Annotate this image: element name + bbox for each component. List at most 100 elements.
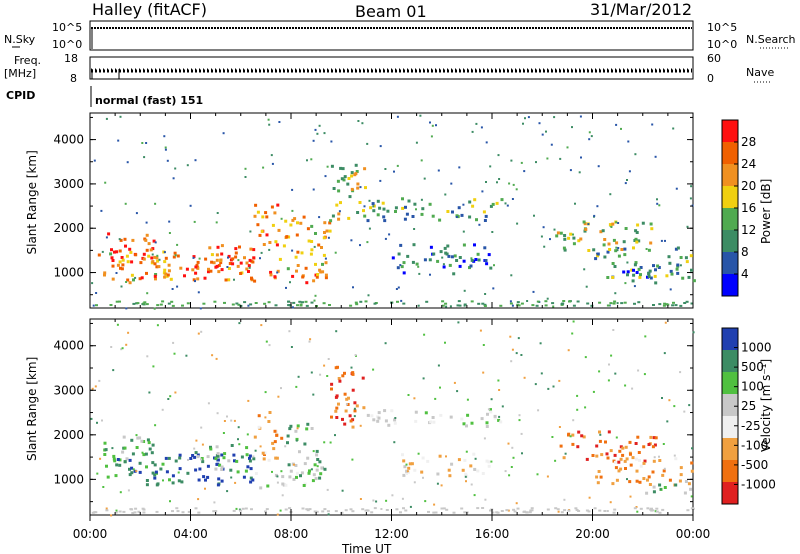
- echo-cell: [535, 304, 539, 307]
- echo-region: [391, 243, 493, 276]
- echo-cell: [310, 240, 314, 243]
- echo-cell: [637, 301, 641, 304]
- echo-cell: [185, 354, 188, 357]
- colorbar-tick-label: 12: [741, 223, 756, 237]
- echo-cell: [656, 202, 659, 205]
- echo-cell: [385, 499, 388, 502]
- echo-cell: [270, 154, 273, 157]
- echo-cell: [647, 248, 651, 252]
- echo-cell: [142, 257, 146, 261]
- echo-cell: [667, 255, 671, 259]
- echo-cell: [562, 300, 566, 302]
- echo-cell: [335, 406, 339, 410]
- echo-cell: [357, 120, 360, 122]
- echo-cell: [579, 237, 583, 241]
- echo-cell: [130, 466, 134, 470]
- echo-cell: [238, 508, 241, 511]
- echo-cell: [350, 174, 354, 178]
- echo-cell: [316, 132, 319, 135]
- echo-cell: [642, 461, 646, 465]
- echo-cell: [153, 476, 157, 480]
- echo-cell: [450, 462, 454, 466]
- echo-cell: [626, 273, 629, 277]
- echo-cell: [148, 391, 151, 394]
- echo-cell: [276, 271, 279, 274]
- echo-cell: [163, 268, 167, 272]
- echo-cell: [440, 484, 443, 487]
- echo-cell: [491, 202, 495, 206]
- echo-cell: [155, 256, 159, 260]
- echo-cell: [437, 169, 440, 172]
- echo-cell: [220, 453, 224, 457]
- echo-cell: [415, 208, 417, 211]
- echo-cell: [174, 391, 177, 394]
- echo-cell: [628, 440, 632, 444]
- y-axis-label: Slant Range [km]: [25, 150, 39, 254]
- echo-cell: [294, 429, 298, 433]
- echo-cell: [417, 304, 420, 307]
- echo-cell: [232, 509, 236, 512]
- echo-cell: [297, 375, 300, 378]
- echo-cell: [192, 256, 195, 259]
- echo-cell: [197, 498, 200, 501]
- echo-cell: [672, 127, 675, 130]
- echo-cell: [121, 450, 125, 454]
- echo-cell: [476, 252, 480, 256]
- echo-cell: [215, 258, 219, 262]
- colorbar-tick-label: -500: [741, 458, 768, 472]
- echo-cell: [649, 435, 653, 439]
- echo-cell: [260, 251, 263, 254]
- echo-cell: [136, 436, 140, 440]
- echo-cell: [203, 276, 207, 280]
- echo-cell: [193, 220, 196, 223]
- echo-cell: [295, 385, 298, 388]
- echo-cell: [248, 456, 251, 460]
- y-tick-label: 1000: [53, 472, 84, 486]
- echo-cell: [324, 257, 327, 260]
- echo-cell: [171, 510, 174, 513]
- colorbar-swatch: [722, 252, 738, 275]
- echo-cell: [624, 227, 628, 230]
- echo-cell: [649, 276, 653, 280]
- echo-cell: [578, 171, 581, 174]
- echo-cell: [103, 453, 107, 456]
- echo-cell: [267, 118, 270, 121]
- colorbar-tick-label: 100: [741, 380, 764, 394]
- echo-cell: [634, 153, 637, 156]
- echo-cell: [111, 447, 114, 450]
- echo-region: [250, 269, 318, 285]
- echo-cell: [259, 445, 262, 448]
- echo-cell: [507, 442, 510, 445]
- echo-cell: [337, 189, 341, 193]
- echo-cell: [349, 419, 353, 423]
- echo-cell: [588, 138, 591, 141]
- echo-cell: [453, 254, 457, 258]
- echo-cell: [624, 282, 627, 285]
- echo-cell: [577, 239, 581, 243]
- echo-cell: [413, 228, 416, 230]
- echo-cell: [146, 292, 149, 295]
- echo-cell: [143, 156, 146, 159]
- echo-cell: [168, 232, 171, 234]
- echo-cell: [237, 303, 241, 306]
- echo-cell: [500, 198, 504, 202]
- echo-cell: [487, 253, 491, 257]
- echo-cell: [520, 432, 523, 435]
- echo-cell: [396, 300, 399, 303]
- echo-cell: [212, 510, 216, 513]
- echo-cell: [572, 419, 575, 422]
- echo-cell: [268, 123, 271, 126]
- echo-cell: [112, 369, 115, 372]
- colorbar-swatch: [722, 416, 738, 439]
- echo-cell: [146, 438, 150, 442]
- echo-cell: [628, 170, 631, 173]
- echo-cell: [470, 421, 474, 425]
- echo-cell: [244, 176, 247, 178]
- echo-cell: [536, 473, 539, 476]
- echo-cell: [252, 248, 256, 252]
- echo-cell: [602, 243, 606, 247]
- echo-cell: [635, 240, 639, 244]
- echo-cell: [305, 427, 309, 431]
- echo-cell: [303, 462, 307, 466]
- echo-cell: [321, 510, 325, 513]
